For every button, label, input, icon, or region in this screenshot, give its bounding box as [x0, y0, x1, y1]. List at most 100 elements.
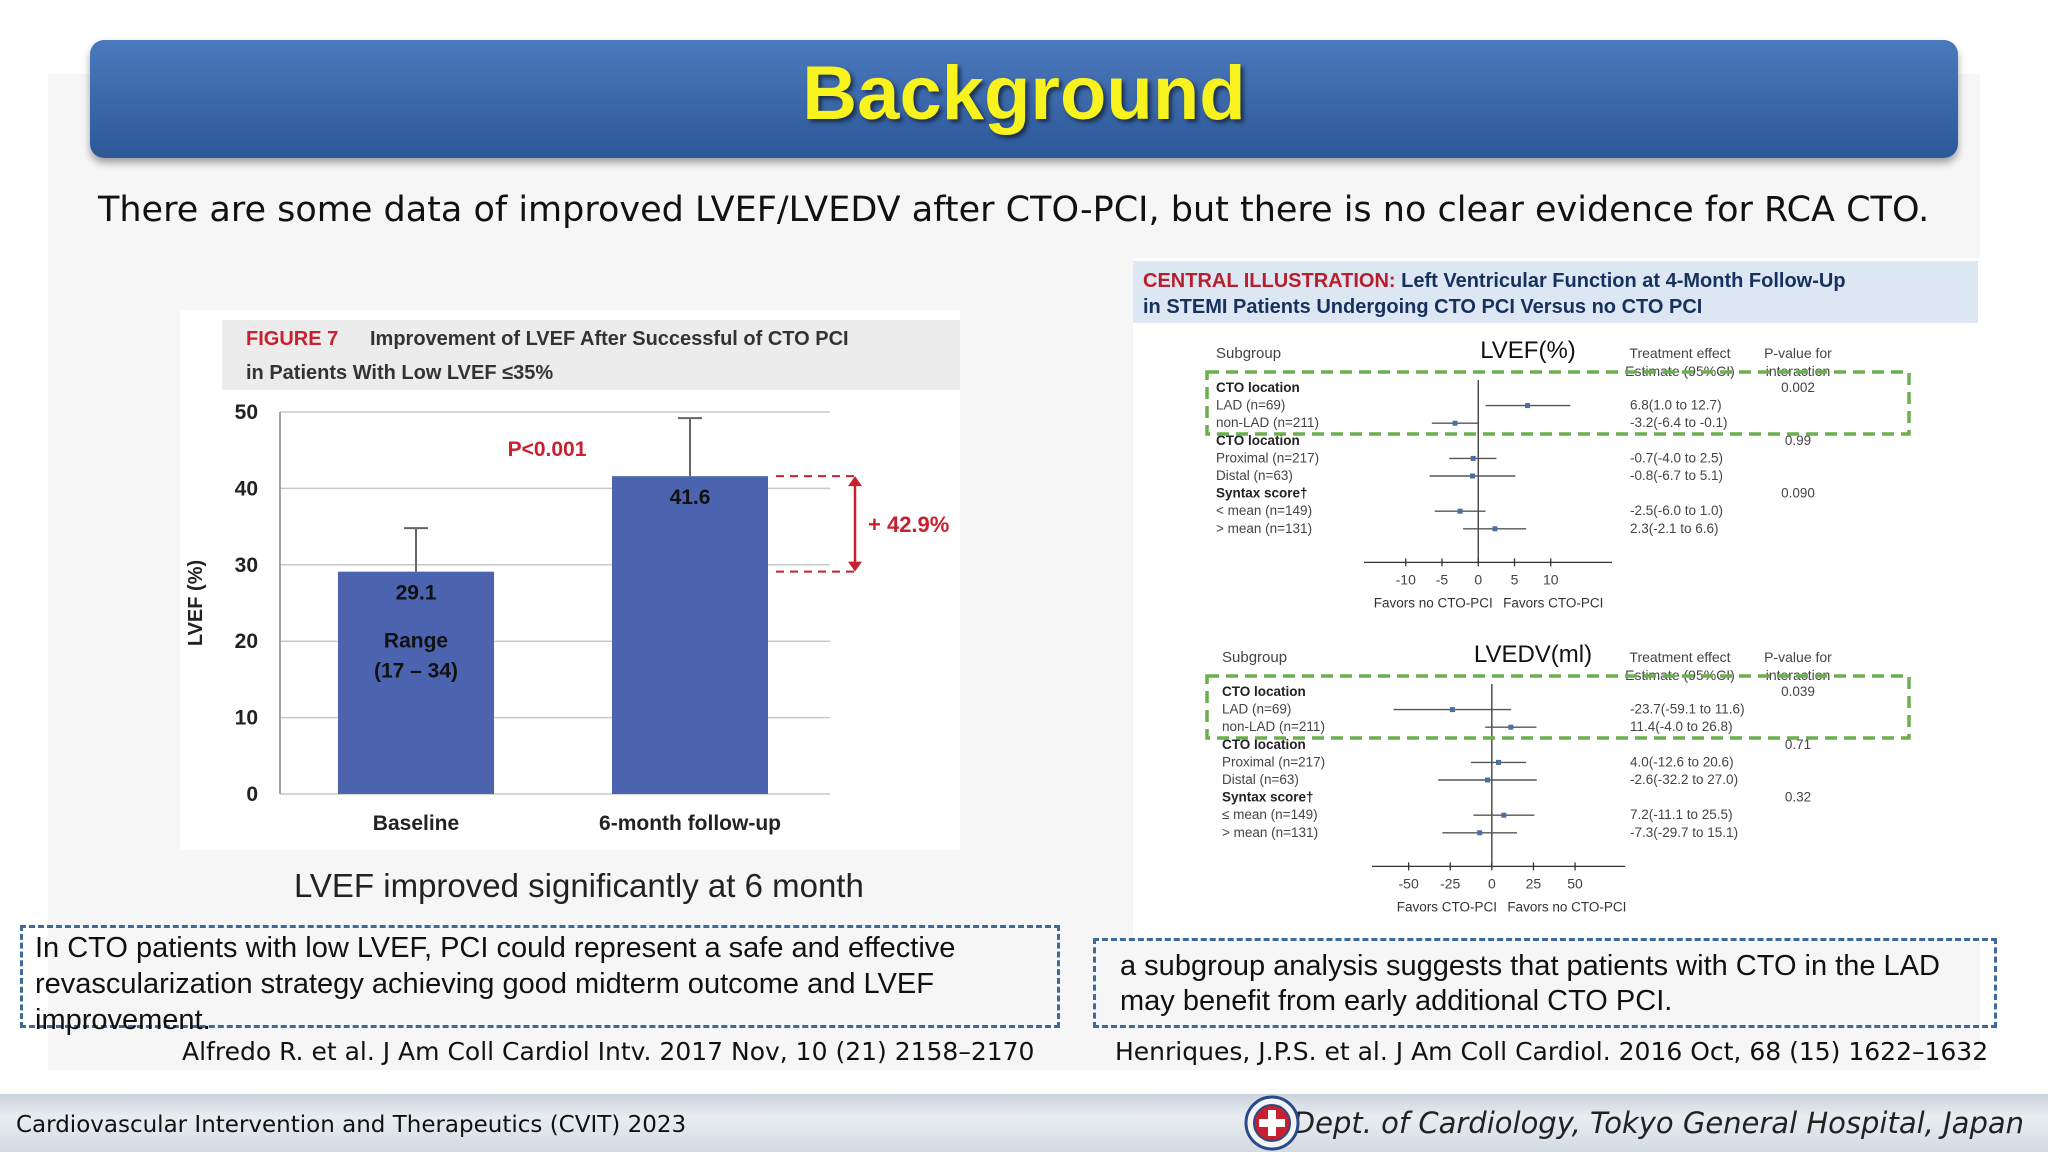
- bar-1: [338, 571, 494, 794]
- left-reference: Alfredo R. et al. J Am Coll Cardiol Intv…: [182, 1037, 1035, 1066]
- x-tick-label: 0: [1474, 571, 1482, 587]
- column-subgroup: Subgroup: [1222, 649, 1287, 666]
- highlight-box: [1205, 674, 1911, 740]
- subgroup-label: LAD (n=69): [1216, 398, 1285, 413]
- estimate-text: -3.2(-6.4 to -0.1): [1630, 415, 1728, 430]
- y-tick-label: 50: [235, 401, 258, 424]
- p-value: 0.71: [1785, 737, 1811, 752]
- subgroup-header: Syntax score†: [1216, 486, 1308, 501]
- bar-2: [612, 476, 768, 794]
- favors-left-label: Favors CTO-PCI: [1397, 899, 1497, 914]
- subgroup-label: > mean (n=131): [1222, 825, 1318, 840]
- subgroup-label: Distal (n=63): [1222, 772, 1299, 787]
- right-conclusion-text: a subgroup analysis suggests that patien…: [1120, 950, 1940, 1017]
- x-tick-label: 6-month follow-up: [599, 812, 781, 835]
- column-subgroup: Subgroup: [1216, 345, 1281, 362]
- p-value-label: P<0.001: [508, 438, 587, 461]
- y-tick-label: 0: [246, 783, 258, 806]
- x-tick-label: 0: [1488, 875, 1496, 891]
- range-label: Range: [384, 630, 448, 653]
- p-value: 0.32: [1785, 790, 1811, 805]
- figure-title-line1: Improvement of LVEF After Successful of …: [370, 328, 849, 350]
- estimate-marker: [1501, 812, 1507, 818]
- panel-title: LVEDV(ml): [1474, 641, 1592, 668]
- x-tick-label: -50: [1399, 875, 1419, 891]
- subgroup-header: Syntax score†: [1222, 790, 1314, 805]
- estimate-text: 4.0(-12.6 to 20.6): [1630, 754, 1734, 769]
- estimate-marker: [1452, 420, 1458, 426]
- estimate-marker: [1477, 830, 1483, 836]
- subgroup-label: > mean (n=131): [1216, 521, 1312, 536]
- column-effect: Treatment effect: [1629, 345, 1730, 361]
- figure-title-box: [222, 320, 960, 390]
- subgroup-header: CTO location: [1222, 684, 1306, 699]
- y-tick-label: 30: [235, 554, 258, 577]
- figure-label: FIGURE 7: [246, 328, 338, 350]
- estimate-marker: [1495, 759, 1501, 765]
- figure-title-line2: in Patients With Low LVEF ≤35%: [246, 362, 553, 384]
- estimate-text: 11.4(-4.0 to 26.8): [1630, 719, 1733, 734]
- estimate-text: -0.7(-4.0 to 2.5): [1630, 450, 1723, 465]
- column-estimate: Estimate (95%CI): [1625, 363, 1735, 379]
- left-caption: LVEF improved significantly at 6 month: [294, 867, 864, 904]
- footer-organization: Cardiovascular Intervention and Therapeu…: [16, 1112, 687, 1138]
- lvef-bar-chart: FIGURE 7 Improvement of LVEF After Succe…: [180, 310, 960, 850]
- column-effect: Treatment effect: [1629, 649, 1730, 665]
- p-value: 0.002: [1781, 380, 1815, 395]
- estimate-marker: [1485, 777, 1491, 783]
- estimate-text: -23.7(-59.1 to 11.6): [1630, 702, 1745, 717]
- favors-left-label: Favors no CTO-PCI: [1374, 595, 1493, 610]
- range-value-label: (17 – 34): [374, 660, 458, 683]
- left-conclusion-text: In CTO patients with low LVEF, PCI could…: [35, 932, 956, 1036]
- subgroup-label: ≤ mean (n=149): [1222, 807, 1318, 822]
- subgroup-label: < mean (n=149): [1216, 503, 1312, 518]
- x-tick-label: 5: [1511, 571, 1519, 587]
- column-p: P-value for: [1764, 345, 1832, 361]
- estimate-text: -7.3(-29.7 to 15.1): [1630, 825, 1738, 840]
- highlight-box: [1205, 370, 1911, 436]
- slide-title: Background: [802, 51, 1246, 136]
- x-tick-label: -5: [1436, 571, 1449, 587]
- panel-title: LVEF(%): [1480, 337, 1576, 364]
- favors-right-label: Favors CTO-PCI: [1503, 595, 1603, 610]
- subgroup-label: Distal (n=63): [1216, 468, 1293, 483]
- illustration-header: CENTRAL ILLUSTRATION: Left Ventricular F…: [1143, 270, 1846, 292]
- left-conclusion-box: In CTO patients with low LVEF, PCI could…: [20, 925, 1060, 1036]
- slide-subtitle: There are some data of improved LVEF/LVE…: [98, 190, 1930, 230]
- bar-value-label: 41.6: [670, 486, 711, 509]
- subgroup-header: CTO location: [1216, 433, 1300, 448]
- estimate-text: -2.6(-32.2 to 27.0): [1630, 772, 1738, 787]
- subgroup-label: non-LAD (n=211): [1216, 415, 1319, 430]
- illustration-header-line2: in STEMI Patients Undergoing CTO PCI Ver…: [1143, 296, 1702, 318]
- arrow-head-up: [848, 476, 862, 487]
- estimate-marker: [1449, 707, 1455, 713]
- x-tick-label: Baseline: [373, 812, 459, 835]
- hospital-logo-icon: [1244, 1095, 1300, 1151]
- y-axis-label: LVEF (%): [185, 560, 207, 646]
- right-conclusion-box: a subgroup analysis suggests that patien…: [1093, 938, 1997, 1028]
- change-label: + 42.9%: [868, 512, 949, 537]
- arrow-head-down: [848, 561, 862, 572]
- column-p: P-value for: [1764, 649, 1832, 665]
- illustration-header-box: [1133, 261, 1978, 323]
- subgroup-header: CTO location: [1216, 380, 1300, 395]
- subgroup-label: non-LAD (n=211): [1222, 719, 1325, 734]
- right-reference: Henriques, J.P.S. et al. J Am Coll Cardi…: [1115, 1037, 1989, 1066]
- subgroup-label: LAD (n=69): [1222, 702, 1291, 717]
- estimate-marker: [1469, 473, 1475, 479]
- subgroup-label: Proximal (n=217): [1222, 754, 1325, 769]
- x-tick-label: -25: [1440, 875, 1460, 891]
- x-tick-label: 25: [1526, 875, 1542, 891]
- p-value: 0.039: [1781, 684, 1815, 699]
- subgroup-header: CTO location: [1222, 737, 1306, 752]
- estimate-text: -2.5(-6.0 to 1.0): [1630, 503, 1723, 518]
- forest-plot-figure: CENTRAL ILLUSTRATION: Left Ventricular F…: [1133, 258, 1981, 938]
- y-tick-label: 20: [235, 630, 258, 653]
- estimate-marker: [1525, 403, 1531, 409]
- p-value: 0.090: [1781, 486, 1815, 501]
- subgroup-label: Proximal (n=217): [1216, 450, 1319, 465]
- estimate-marker: [1470, 455, 1476, 461]
- estimate-marker: [1508, 724, 1514, 730]
- estimate-marker: [1492, 526, 1498, 532]
- favors-right-label: Favors no CTO-PCI: [1507, 899, 1626, 914]
